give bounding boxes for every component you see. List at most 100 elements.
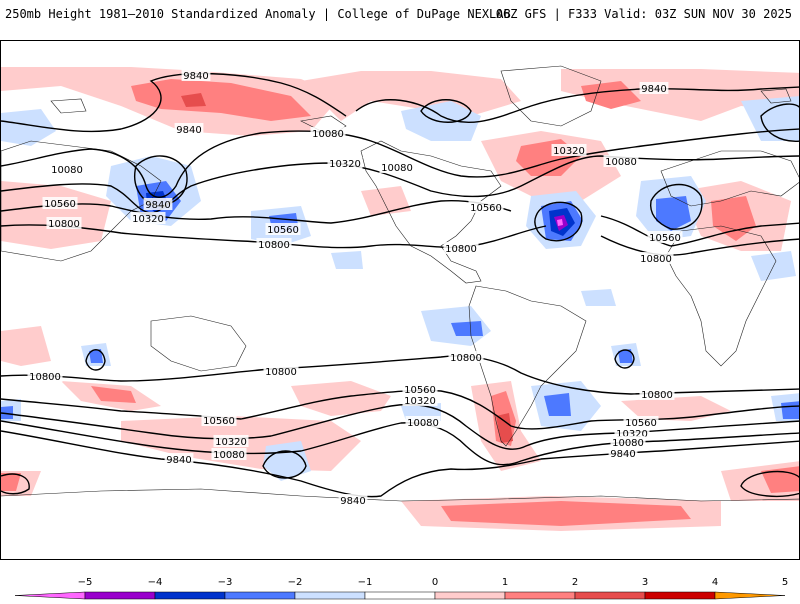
contour-label-bg (130, 212, 166, 224)
contour-label-bg (27, 370, 63, 382)
contour-label-10080: 10080 (612, 438, 644, 449)
contour-label-bg (174, 123, 204, 135)
contour-10560-north (1, 199, 799, 247)
contour-small-loop (740, 470, 799, 497)
contour-loop-europe (649, 183, 703, 230)
europe-coast (660, 150, 799, 207)
contour-label-10800: 10800 (640, 254, 672, 265)
contour-small-loop (262, 450, 307, 479)
australia-coast (150, 315, 247, 372)
contour-label-bg (551, 144, 587, 156)
contour-label-bg (46, 217, 82, 229)
header: 250mb Height 1981–2010 Standardized Anom… (0, 0, 800, 30)
asia-coast (1, 140, 162, 262)
contour-label-10800: 10800 (641, 390, 673, 401)
positive-anomaly-light (1, 326, 51, 366)
colorbar-tick-label: 2 (572, 577, 578, 588)
positive-anomaly-light (291, 381, 391, 416)
colorbar-tick-label: −2 (288, 577, 303, 588)
contour-label-10560: 10560 (267, 225, 299, 236)
contour-label-10800: 10800 (265, 367, 297, 378)
negative-anomaly-light (331, 251, 363, 269)
colorbar-segment (154, 591, 226, 600)
contour-10560-south (1, 389, 799, 430)
colorbar-segment (434, 591, 506, 600)
contour-label-10320: 10320 (404, 396, 436, 407)
contour-label-bg (639, 388, 675, 400)
contour-label-bg (402, 383, 438, 395)
colorbar-segment (14, 591, 86, 600)
map-title: 250mb Height 1981–2010 Standardized Anom… (5, 7, 511, 21)
contour-label-10080: 10080 (381, 163, 413, 174)
contour-label-10560: 10560 (203, 416, 235, 427)
contour-loop-asia (134, 155, 188, 207)
negative-anomaly-medium (656, 196, 691, 231)
anomaly-map[interactable]: 9840 9840 9840 10080 10320 10080 10320 10080 100… (0, 40, 800, 560)
negative-anomaly-medium (618, 349, 633, 363)
contour-label-10560: 10560 (649, 233, 681, 244)
positive-anomaly-medium (131, 79, 311, 121)
contour-label-bg (256, 238, 292, 250)
contour-label-bg (338, 494, 368, 506)
colorbar-tick-label: 5 (782, 577, 788, 588)
contour-label-10080: 10080 (213, 450, 245, 461)
contour-small-loop (614, 349, 635, 369)
contour-label-bg (213, 435, 249, 447)
contour-label-bg (623, 416, 659, 428)
coastlines (1, 65, 799, 502)
contour-label-9840: 9840 (166, 455, 191, 466)
height-contours (1, 72, 799, 498)
contour-10080-north (1, 128, 799, 198)
contour-label-9840: 9840 (340, 496, 365, 507)
colorbar-segment (294, 591, 366, 600)
contour-label-bg (639, 82, 669, 94)
contour-label-9840: 9840 (610, 449, 635, 460)
contour-label-bg (608, 447, 638, 459)
contour-10080-south (1, 420, 799, 466)
contour-small-loop (1, 473, 30, 495)
contour-label-bg (405, 416, 441, 428)
positive-anomaly-medium (91, 386, 136, 403)
contour-label-10080: 10080 (407, 418, 439, 429)
negative-anomaly-max (557, 219, 563, 226)
contour-label-bg (181, 69, 211, 81)
colorbar-tick-label: −3 (218, 577, 233, 588)
contour-label-bg (468, 201, 504, 213)
colorbar-tick-label: −1 (358, 577, 373, 588)
colorbar-segment (574, 591, 646, 600)
contour-label-10560: 10560 (44, 199, 76, 210)
colorbar-tick-label: −4 (148, 577, 163, 588)
contour-label-10320: 10320 (329, 159, 361, 170)
contour-label-bg (143, 198, 173, 210)
negative-anomaly-medium (89, 349, 103, 363)
contour-label-10560: 10560 (470, 203, 502, 214)
contour-label-bg (610, 436, 646, 448)
positive-anomaly-light (621, 396, 731, 421)
positive-anomaly-strong (181, 93, 206, 107)
negative-anomaly-light (581, 289, 616, 306)
contour-label-10080: 10080 (312, 129, 344, 140)
contour-label-9840: 9840 (183, 71, 208, 82)
contour-9840-loop (420, 99, 472, 123)
contour-label-bg (211, 448, 247, 460)
contour-loop-east (760, 103, 799, 142)
positive-anomaly-medium (581, 81, 641, 109)
contour-label-bg (379, 161, 415, 173)
contour-label-9840: 9840 (145, 200, 170, 211)
contour-label-10080: 10080 (605, 157, 637, 168)
contour-label-9840: 9840 (641, 84, 666, 95)
contour-label-10320: 10320 (553, 146, 585, 157)
contour-label-bg (443, 242, 479, 254)
model-run-info: 06Z GFS | F333 Valid: 03Z SUN NOV 30 202… (495, 7, 792, 21)
colorbar-segment (504, 591, 576, 600)
contour-label-bg (638, 252, 674, 264)
contour-10320-north (1, 155, 799, 214)
contour-label-10800: 10800 (258, 240, 290, 251)
contour-label-bg (49, 163, 85, 175)
contour-label-bg (402, 394, 438, 406)
contour-label-10320: 10320 (215, 437, 247, 448)
colorbar-segment (84, 591, 156, 600)
north-america-coast (360, 140, 502, 284)
negative-anomaly-medium (781, 401, 799, 419)
